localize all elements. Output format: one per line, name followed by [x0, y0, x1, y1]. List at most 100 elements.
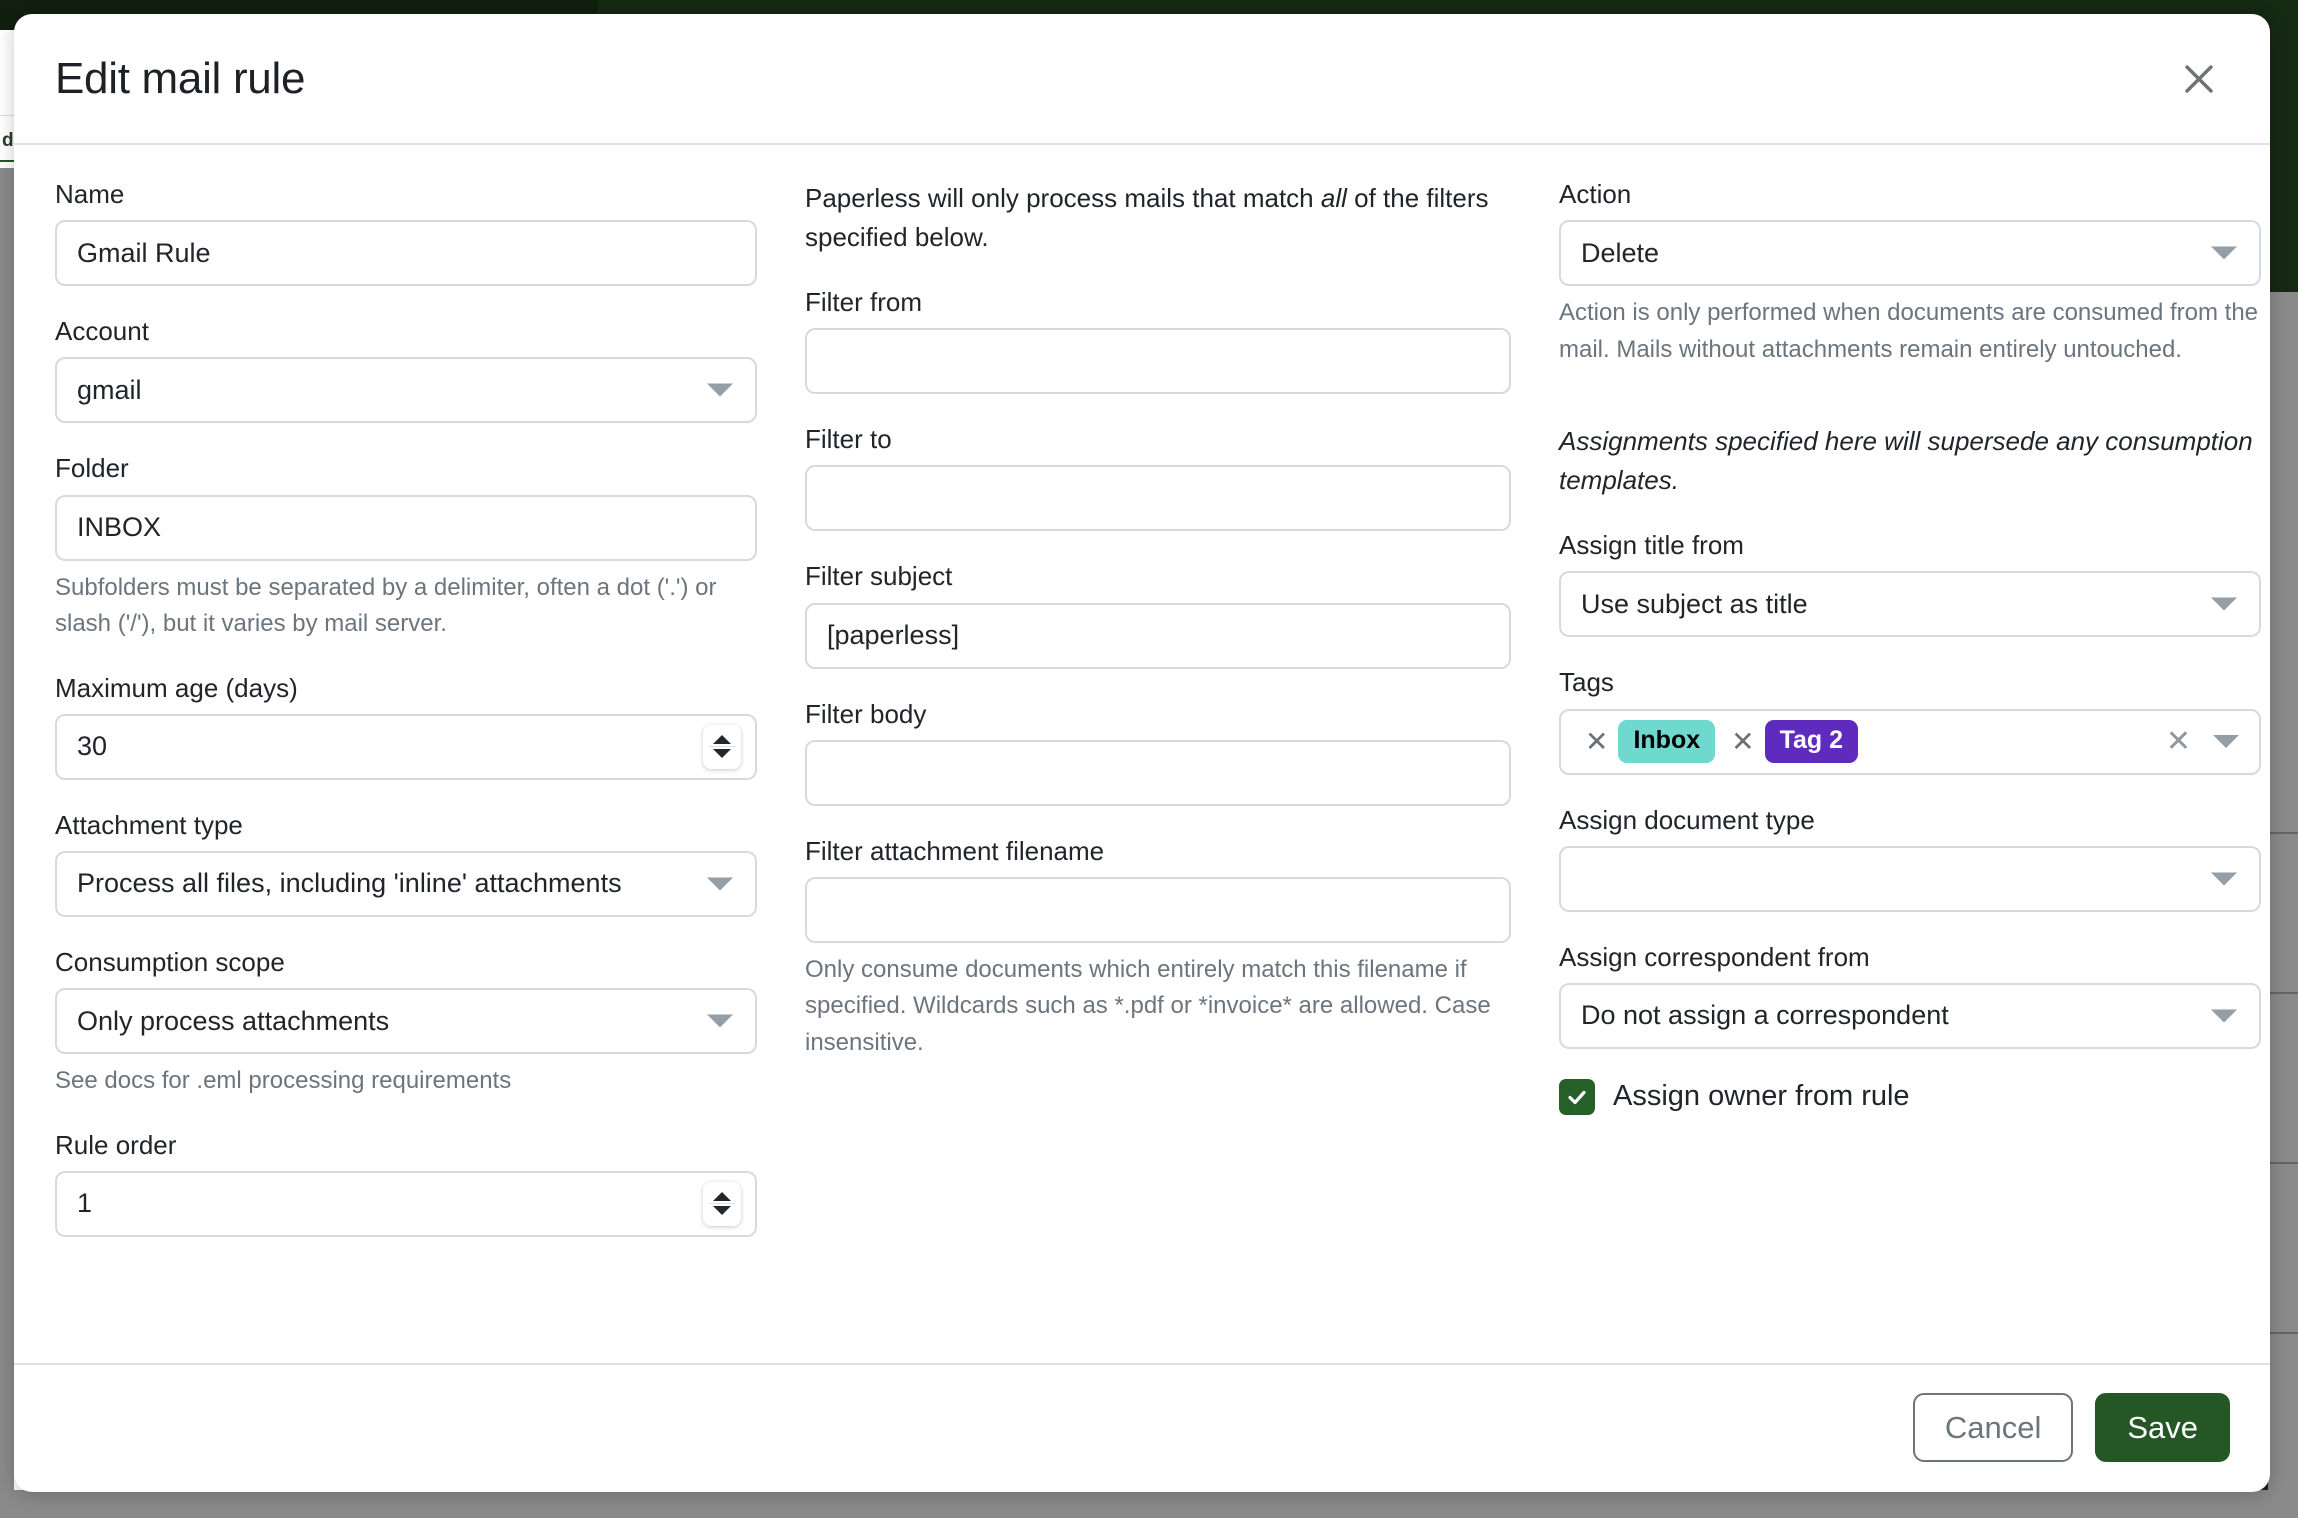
- dialog-footer: Cancel Save: [14, 1362, 2270, 1492]
- rule-order-input[interactable]: 1: [55, 1170, 757, 1237]
- action-hint: Action is only performed when documents …: [1559, 299, 2259, 363]
- field-assign-owner-from-rule: Assign owner from rule: [1559, 1078, 2261, 1115]
- maximum-age-label: Maximum age (days): [55, 672, 298, 703]
- filters-intro-suffix: of the filters specified below.: [805, 183, 1489, 252]
- folder-input[interactable]: INBOX: [55, 494, 757, 561]
- attachment-type-label: Attachment type: [55, 809, 243, 840]
- filter-from-label: Filter from: [805, 287, 922, 317]
- consumption-scope-select[interactable]: Only process attachments: [55, 988, 757, 1055]
- consumption-scope-hint: See docs for .eml processing requirement…: [55, 1067, 512, 1095]
- close-icon[interactable]: ✕: [1731, 725, 1755, 757]
- dialog-header: Edit mail rule: [14, 14, 2270, 145]
- maximum-age-input[interactable]: 30: [55, 713, 757, 780]
- assign-title-from-value: Use subject as title: [1581, 588, 1808, 619]
- field-attachment-type: Attachment type Process all files, inclu…: [55, 810, 757, 917]
- consumption-scope-value: Only process attachments: [77, 1005, 390, 1036]
- clear-all-icon[interactable]: ✕: [2165, 724, 2191, 758]
- assign-owner-from-rule-label: Assign owner from rule: [1613, 1080, 1910, 1113]
- attachment-type-value: Process all files, including 'inline' at…: [77, 868, 622, 899]
- name-label: Name: [55, 179, 125, 209]
- field-rule-order: Rule order 1: [55, 1130, 757, 1237]
- field-maximum-age: Maximum age (days) 30: [55, 673, 757, 780]
- folder-input-value: INBOX: [77, 512, 162, 543]
- tag-item: ✕ Inbox: [1575, 719, 1716, 764]
- save-button[interactable]: Save: [2095, 1392, 2230, 1462]
- folder-label: Folder: [55, 453, 129, 484]
- close-icon[interactable]: [2168, 48, 2230, 110]
- check-icon: [1568, 1090, 1586, 1104]
- column-filters: Paperless will only process mails that m…: [805, 179, 1511, 1091]
- chevron-down-icon: [707, 1014, 733, 1028]
- tags-chip-list: ✕ Inbox ✕ Tag 2: [1575, 719, 1864, 764]
- column-actions: Action Delete Action is only performed w…: [1559, 179, 2261, 1115]
- tag-chip[interactable]: Tag 2: [1764, 719, 1859, 764]
- tags-label: Tags: [1559, 667, 1614, 698]
- action-label: Action: [1559, 179, 1632, 209]
- filter-attachment-filename-hint: Only consume documents which entirely ma…: [805, 955, 1491, 1056]
- field-consumption-scope: Consumption scope Only process attachmen…: [55, 947, 757, 1100]
- assign-document-type-select[interactable]: [1559, 845, 2261, 912]
- assign-title-from-label: Assign title from: [1559, 530, 1744, 561]
- chevron-down-icon[interactable]: [2213, 735, 2239, 748]
- assign-correspondent-from-label: Assign correspondent from: [1559, 941, 1870, 972]
- field-filter-attachment-filename: Filter attachment filename Only consume …: [805, 836, 1511, 1062]
- field-assign-correspondent-from: Assign correspondent from Do not assign …: [1559, 942, 2261, 1049]
- account-select[interactable]: gmail: [55, 357, 757, 424]
- maximum-age-stepper[interactable]: [703, 724, 741, 769]
- cancel-button[interactable]: Cancel: [1912, 1392, 2074, 1462]
- page-scrollbar-bottom[interactable]: [0, 1490, 2298, 1518]
- chevron-up-icon: [713, 735, 731, 745]
- folder-hint: Subfolders must be separated by a delimi…: [55, 573, 717, 638]
- filter-body-label: Filter body: [805, 698, 927, 729]
- maximum-age-value: 30: [77, 731, 108, 762]
- background-page-fragment: d: [2, 130, 14, 151]
- assign-title-from-select[interactable]: Use subject as title: [1559, 571, 2261, 638]
- name-input[interactable]: Gmail Rule: [55, 220, 757, 287]
- account-select-value: gmail: [77, 374, 142, 405]
- field-account: Account gmail: [55, 316, 757, 424]
- chevron-down-icon: [713, 1206, 731, 1216]
- edit-mail-rule-dialog: Edit mail rule Name Gmail Rule Account g…: [14, 14, 2270, 1492]
- chevron-down-icon: [707, 877, 733, 891]
- field-assign-title-from: Assign title from Use subject as title: [1559, 530, 2261, 638]
- dialog-body: Name Gmail Rule Account gmail Folder INB…: [14, 145, 2270, 1363]
- rule-order-stepper[interactable]: [703, 1181, 741, 1226]
- name-input-value: Gmail Rule: [77, 237, 211, 268]
- assignments-note: Assignments specified here will supersed…: [1559, 426, 2253, 496]
- filters-intro-emphasis: all: [1320, 183, 1347, 213]
- field-name: Name Gmail Rule: [55, 179, 757, 287]
- field-filter-from: Filter from: [805, 287, 1511, 395]
- field-filter-subject: Filter subject [paperless]: [805, 561, 1511, 669]
- assign-owner-from-rule-checkbox[interactable]: [1559, 1078, 1595, 1115]
- chevron-down-icon: [2211, 246, 2237, 260]
- rule-order-label: Rule order: [55, 1129, 177, 1160]
- column-rule-settings: Name Gmail Rule Account gmail Folder INB…: [55, 179, 757, 1267]
- filter-body-input[interactable]: [805, 739, 1511, 806]
- filter-from-input[interactable]: [805, 328, 1511, 395]
- rule-order-value: 1: [77, 1188, 93, 1219]
- assign-correspondent-from-select[interactable]: Do not assign a correspondent: [1559, 982, 2261, 1049]
- tags-multiselect[interactable]: ✕ Inbox ✕ Tag 2 ✕: [1559, 708, 2261, 775]
- field-filter-to: Filter to: [805, 424, 1511, 532]
- filters-intro-text: Paperless will only process mails that m…: [805, 179, 1511, 257]
- field-tags: Tags ✕ Inbox ✕ Tag 2 ✕: [1559, 667, 2261, 775]
- action-select[interactable]: Delete: [1559, 220, 2261, 287]
- assign-document-type-label: Assign document type: [1559, 804, 1815, 835]
- chevron-down-icon: [713, 749, 731, 759]
- chevron-up-icon: [713, 1192, 731, 1202]
- field-action: Action Delete Action is only performed w…: [1559, 179, 2261, 368]
- attachment-type-select[interactable]: Process all files, including 'inline' at…: [55, 850, 757, 917]
- chevron-down-icon: [707, 383, 733, 397]
- filter-to-input[interactable]: [805, 465, 1511, 532]
- filters-intro-prefix: Paperless will only process mails that m…: [805, 183, 1321, 213]
- tag-chip[interactable]: Inbox: [1618, 719, 1716, 764]
- assign-correspondent-from-value: Do not assign a correspondent: [1581, 1000, 1949, 1031]
- tag-item: ✕ Tag 2: [1721, 719, 1859, 764]
- filter-subject-input[interactable]: [paperless]: [805, 602, 1511, 669]
- close-icon[interactable]: ✕: [1585, 725, 1609, 757]
- filter-subject-label: Filter subject: [805, 561, 953, 592]
- filter-attachment-filename-input[interactable]: [805, 876, 1511, 943]
- page-scrollbar-left[interactable]: [0, 168, 14, 1518]
- chevron-down-icon: [2211, 597, 2237, 611]
- page-scrollbar-right[interactable]: [2268, 292, 2298, 1518]
